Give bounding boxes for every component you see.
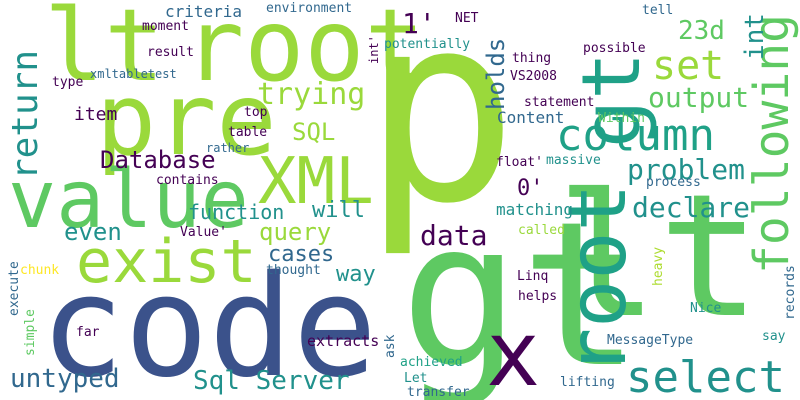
word-item: item bbox=[74, 104, 118, 125]
word-moment: moment bbox=[142, 19, 189, 34]
word-function: function bbox=[188, 200, 285, 224]
word-transfer: transfer bbox=[407, 385, 470, 400]
word-net: NET bbox=[455, 11, 479, 26]
word-root-top: root bbox=[184, 0, 425, 104]
word-result: result bbox=[147, 45, 194, 60]
word-trying: trying bbox=[257, 77, 366, 112]
word-extracts: extracts bbox=[307, 332, 380, 350]
word-sql: SQL bbox=[292, 118, 336, 146]
word-linq: Linq bbox=[517, 269, 549, 284]
word-column: column bbox=[556, 110, 715, 161]
word-output: output bbox=[648, 81, 750, 114]
word-gt-big: gt bbox=[400, 179, 641, 400]
word-table: table bbox=[228, 125, 268, 140]
word-records: records bbox=[783, 265, 798, 320]
word-simple: simple bbox=[23, 309, 38, 356]
word-chunk: chunk bbox=[20, 263, 60, 278]
word-value-quote: Value' bbox=[180, 225, 227, 240]
word-rather: rather bbox=[206, 141, 250, 155]
word-statement: statement bbox=[524, 95, 595, 110]
word-nice: Nice bbox=[690, 301, 722, 316]
word-process: process bbox=[646, 175, 701, 190]
word-exist: exist bbox=[76, 227, 257, 297]
word-thing: thing bbox=[512, 51, 552, 66]
word-criteria: criteria bbox=[165, 2, 243, 21]
word-thought: thought bbox=[266, 263, 321, 278]
word-return: return bbox=[5, 49, 46, 180]
word-value: value bbox=[8, 153, 249, 246]
word-tell: tell bbox=[642, 3, 674, 18]
word-messagetype: MessageType bbox=[607, 333, 694, 348]
word-way: way bbox=[336, 262, 376, 287]
word-lt-top: lt bbox=[44, 0, 165, 104]
word-p: p bbox=[362, 0, 519, 261]
word-sql-server: Sql Server bbox=[193, 366, 350, 396]
word-contains: contains bbox=[156, 173, 219, 188]
word-database: Database bbox=[100, 146, 216, 174]
word-even: even bbox=[64, 218, 122, 246]
word-content: Content bbox=[497, 108, 565, 127]
word-potentially: potentially bbox=[384, 37, 471, 52]
word-say: say bbox=[762, 329, 786, 344]
word-within: Within bbox=[598, 111, 645, 126]
word-int-quote: int' bbox=[367, 35, 381, 64]
word-massive: massive bbox=[546, 153, 601, 168]
word-far: far bbox=[76, 325, 100, 340]
word-xml: XML bbox=[258, 145, 374, 219]
word-data: data bbox=[420, 219, 488, 252]
word-helps: helps bbox=[518, 289, 558, 304]
word-select: select bbox=[626, 352, 785, 400]
word-top: top bbox=[244, 105, 268, 120]
word-will: will bbox=[312, 198, 365, 223]
word-problem: problem bbox=[627, 153, 746, 186]
word-ask: ask bbox=[383, 334, 398, 358]
word-lifting: lifting bbox=[560, 375, 615, 390]
word-achieved: achieved bbox=[400, 355, 463, 370]
word-type: type bbox=[52, 75, 84, 90]
word-vs2008: VS2008 bbox=[510, 69, 557, 84]
word-execute: execute bbox=[7, 261, 22, 316]
word-code: code bbox=[40, 246, 378, 400]
word-matching: matching bbox=[496, 200, 574, 219]
word-23d: 23d bbox=[678, 16, 725, 46]
word-environment: environment bbox=[266, 1, 353, 16]
word-possible: possible bbox=[583, 41, 646, 56]
word-heavy: heavy bbox=[651, 246, 666, 286]
word-untyped: untyped bbox=[10, 364, 120, 394]
word-holds: holds bbox=[482, 37, 510, 110]
word-query: query bbox=[259, 218, 332, 246]
word-int: int bbox=[740, 13, 770, 60]
word-pre: pre bbox=[96, 61, 277, 178]
word-x: x bbox=[486, 302, 541, 400]
word-zero-quote: 0' bbox=[517, 176, 544, 201]
word-called: called bbox=[518, 223, 565, 238]
word-let: Let bbox=[404, 371, 428, 386]
word-set: set bbox=[652, 43, 725, 89]
word-one-quote: 1' bbox=[402, 7, 436, 40]
word-lt-big: lt bbox=[556, 158, 761, 356]
word-cases: cases bbox=[268, 242, 335, 267]
word-xmltabletest: xmltabletest bbox=[90, 67, 177, 81]
word-declare: declare bbox=[632, 191, 751, 224]
word-float-quote: float' bbox=[496, 155, 543, 170]
